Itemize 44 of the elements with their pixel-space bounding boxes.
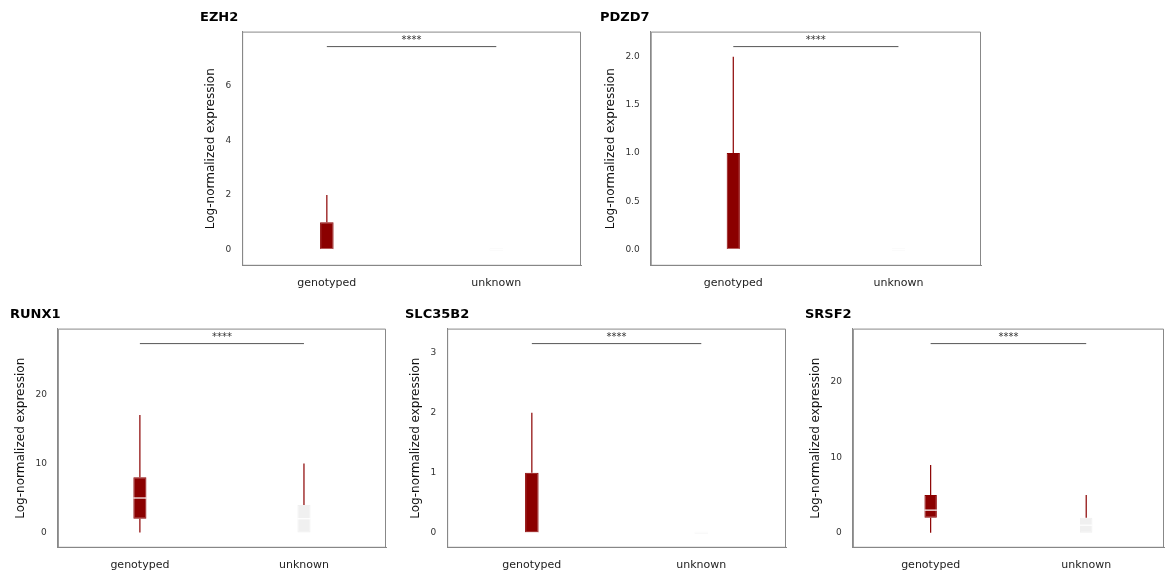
x-tick-label: unknown <box>873 276 924 290</box>
x-tick-label: genotyped <box>297 276 357 290</box>
y-tick-label: 3 <box>430 346 437 357</box>
x-tick-label: genotyped <box>703 276 763 290</box>
y-tick-label: 0.5 <box>625 195 640 206</box>
y-tick-label: 0 <box>836 527 843 538</box>
annotation: **** <box>606 331 627 343</box>
y-tick-label: 20 <box>35 388 48 399</box>
y-axis-title: Log-normalized expression <box>203 68 218 230</box>
y-tick-label: 4 <box>225 134 232 145</box>
y-tick-label: 2 <box>225 189 232 200</box>
y-axis-title: Log-normalized expression <box>603 68 618 230</box>
y-axis-title: Log-normalized expression <box>408 357 423 519</box>
y-tick-label: 20 <box>830 376 843 387</box>
y-tick-label: 0 <box>225 243 232 254</box>
chart-title: SRSF2 <box>805 306 852 322</box>
chart-title: SLC35B2 <box>405 306 470 322</box>
x-tick-label: genotyped <box>502 558 562 572</box>
y-axis-title: Log-normalized expression <box>808 357 823 519</box>
annotation: **** <box>805 34 826 46</box>
y-tick-label: 1 <box>430 467 437 478</box>
y-tick-label: 6 <box>225 80 232 91</box>
y-tick-label: 10 <box>830 451 843 462</box>
annotation: **** <box>211 331 232 343</box>
y-axis-title: Log-normalized expression <box>13 357 28 519</box>
y-tick-label: 0 <box>430 527 437 538</box>
chart-title: EZH2 <box>200 9 239 25</box>
x-tick-label: unknown <box>278 558 329 572</box>
y-tick-label: 1.5 <box>625 99 640 110</box>
y-tick-label: 0.0 <box>625 243 640 254</box>
y-tick-label: 0 <box>41 526 48 537</box>
y-tick-label: 2 <box>430 407 437 418</box>
x-tick-label: unknown <box>676 558 727 572</box>
y-tick-label: 1.0 <box>625 147 640 158</box>
chart-title: RUNX1 <box>10 306 61 322</box>
x-tick-label: unknown <box>471 276 522 290</box>
chart-title: PDZD7 <box>600 9 650 25</box>
x-tick-label: genotyped <box>901 558 961 572</box>
annotation: **** <box>998 331 1019 343</box>
annotation: **** <box>401 34 422 46</box>
x-tick-label: unknown <box>1061 558 1112 572</box>
y-tick-label: 2.0 <box>625 51 640 61</box>
x-tick-label: genotyped <box>110 558 170 572</box>
y-tick-label: 10 <box>35 457 48 468</box>
